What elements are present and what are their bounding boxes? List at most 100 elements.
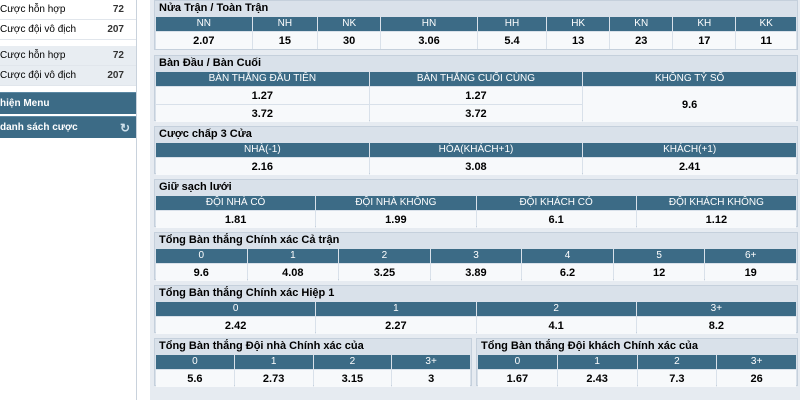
odds-cell[interactable]: 15 [252, 32, 318, 49]
col-header: NN [156, 17, 252, 31]
odds-cell[interactable]: 1.12 [636, 211, 796, 228]
odds-cell[interactable]: 3.08 [369, 158, 583, 175]
odds-cell[interactable]: 2.27 [316, 317, 476, 334]
odds-cell[interactable]: 11 [736, 32, 796, 49]
odds-cell[interactable]: 2.41 [583, 158, 796, 175]
col-header: KHÔNG TỶ SỐ [583, 72, 796, 86]
odds-cell[interactable]: 3.15 [313, 370, 392, 387]
col-header: NK [318, 17, 381, 31]
odds-cell[interactable]: 4.1 [476, 317, 636, 334]
col-header: KN [610, 17, 673, 31]
col-header: 2 [476, 302, 636, 316]
section-title: Giữ sạch lưới [159, 181, 232, 193]
col-header: ĐỘI KHÁCH CÓ [476, 196, 636, 210]
first-last-table: BÀN THẮNG ĐẦU TIÊN BÀN THẮNG CUỐI CÙNG K… [155, 71, 797, 123]
sidebar-item-outright-2[interactable]: Cược đội vô địch 207 [0, 66, 136, 86]
col-header: 0 [156, 302, 316, 316]
handicap-table: NHÀ(-1) HÒA(KHÁCH+1) KHÁCH(+1) 2.16 3.08… [155, 142, 797, 176]
bet-list-bar[interactable]: danh sách cược ↻ [0, 116, 136, 138]
col-header: KK [736, 17, 796, 31]
odds-cell[interactable]: 3 [392, 370, 470, 387]
odds-cell[interactable]: 13 [547, 32, 610, 49]
col-header: ĐỘI NHÀ KHÔNG [316, 196, 476, 210]
odds-cell[interactable]: 7.3 [637, 370, 717, 387]
col-header: KH [673, 17, 736, 31]
odds-cell[interactable]: 17 [673, 32, 736, 49]
col-header: 2 [637, 355, 717, 369]
home-exact-goals-section: Tổng Bàn thắng Đội nhà Chính xác của 0 1… [154, 338, 472, 388]
refresh-icon[interactable]: ↻ [119, 121, 130, 135]
col-header: 0 [156, 249, 247, 263]
odds-cell[interactable]: 12 [613, 264, 705, 281]
odds-cell[interactable]: 2.16 [156, 158, 369, 175]
odds-cell[interactable]: 2.42 [156, 317, 316, 334]
col-header: HK [547, 17, 610, 31]
show-menu-bar[interactable]: hiện Menu [0, 92, 136, 114]
odds-cell[interactable]: 6.1 [476, 211, 636, 228]
sidebar-item-count: 207 [107, 70, 124, 81]
odds-cell[interactable]: 30 [318, 32, 381, 49]
sidebar-item-label: Cược đội vô địch [0, 70, 77, 81]
odds-cell[interactable]: 2.73 [234, 370, 313, 387]
odds-cell[interactable]: 1.27 [369, 87, 583, 104]
col-header: HH [477, 17, 547, 31]
col-header: 1 [316, 302, 476, 316]
home-exact-table: 0 1 2 3+ 5.6 2.73 3.15 3 [155, 354, 471, 388]
odds-cell[interactable]: 3.06 [381, 32, 477, 49]
odds-cell[interactable]: 1.27 [156, 87, 369, 104]
clean-sheet-table: ĐỘI NHÀ CÓ ĐỘI NHÀ KHÔNG ĐỘI KHÁCH CÓ ĐỘ… [155, 195, 797, 229]
odds-cell[interactable]: 23 [610, 32, 673, 49]
section-title: Tổng Bàn thắng Đội khách Chính xác của [481, 340, 698, 352]
sidebar-item-label: Cược hỗn hợp [0, 4, 66, 15]
clean-sheet-section: Giữ sạch lưới ĐỘI NHÀ CÓ ĐỘI NHÀ KHÔNG Đ… [154, 179, 798, 229]
col-header: ĐỘI NHÀ CÓ [156, 196, 316, 210]
odds-cell[interactable]: 3.72 [369, 105, 583, 122]
halftime-fulltime-section: Nửa Trận / Toàn Trận NN NH NK HN HH HK K… [154, 0, 798, 50]
odds-cell[interactable]: 5.6 [156, 370, 234, 387]
total-full-table: 0 1 2 3 4 5 6+ 9.6 4.08 3.25 3.89 6.2 12… [155, 248, 797, 282]
odds-cell[interactable]: 5.4 [477, 32, 547, 49]
odds-cell[interactable]: 9.6 [583, 87, 796, 122]
sidebar-item-parlay-2[interactable]: Cược hỗn hợp 72 [0, 46, 136, 66]
sidebar-item-count: 72 [112, 4, 124, 15]
col-header: HÒA(KHÁCH+1) [369, 143, 583, 157]
col-header: 0 [156, 355, 234, 369]
odds-cell[interactable]: 1.67 [478, 370, 557, 387]
odds-cell[interactable]: 19 [705, 264, 796, 281]
show-menu-label: hiện Menu [0, 98, 50, 109]
odds-cell[interactable]: 2.43 [557, 370, 637, 387]
total-goals-full-section: Tổng Bàn thắng Chính xác Cả trận 0 1 2 3… [154, 232, 798, 282]
odds-cell[interactable]: 3.72 [156, 105, 369, 122]
col-header: HN [381, 17, 477, 31]
col-header: 3 [430, 249, 522, 263]
odds-cell[interactable]: 6.2 [522, 264, 613, 281]
odds-cell[interactable]: 8.2 [636, 317, 796, 334]
first-last-goal-section: Bàn Đầu / Bàn Cuối BÀN THẮNG ĐẦU TIÊN BÀ… [154, 55, 798, 123]
bet-list-label: danh sách cược [0, 122, 78, 133]
odds-cell[interactable]: 9.6 [156, 264, 247, 281]
col-header: BÀN THẮNG ĐẦU TIÊN [156, 72, 369, 86]
away-exact-table: 0 1 2 3+ 1.67 2.43 7.3 26 [477, 354, 797, 388]
sidebar-item-outright[interactable]: Cược đội vô địch 207 [0, 20, 136, 40]
section-title: Nửa Trận / Toàn Trận [159, 2, 269, 14]
col-header: 4 [522, 249, 613, 263]
odds-cell[interactable]: 1.81 [156, 211, 316, 228]
odds-cell[interactable]: 3.89 [430, 264, 522, 281]
main-content: Nửa Trận / Toàn Trận NN NH NK HN HH HK K… [150, 0, 800, 400]
odds-cell[interactable]: 26 [717, 370, 796, 387]
odds-cell[interactable]: 2.07 [156, 32, 252, 49]
sidebar: Cược hỗn hợp 72 Cược đội vô địch 207 Cượ… [0, 0, 137, 400]
sidebar-item-parlay[interactable]: Cược hỗn hợp 72 [0, 0, 136, 20]
col-header: KHÁCH(+1) [583, 143, 796, 157]
total-goals-half1-section: Tổng Bàn thắng Chính xác Hiệp 1 0 1 2 3+… [154, 285, 798, 334]
col-header: 6+ [705, 249, 796, 263]
col-header: NHÀ(-1) [156, 143, 369, 157]
col-header: 1 [247, 249, 339, 263]
section-title: Tổng Bàn thắng Chính xác Cả trận [159, 234, 340, 246]
sidebar-item-count: 72 [112, 50, 124, 61]
section-title: Bàn Đầu / Bàn Cuối [159, 57, 262, 69]
odds-cell[interactable]: 3.25 [339, 264, 430, 281]
odds-cell[interactable]: 4.08 [247, 264, 339, 281]
col-header: 1 [234, 355, 313, 369]
odds-cell[interactable]: 1.99 [316, 211, 476, 228]
